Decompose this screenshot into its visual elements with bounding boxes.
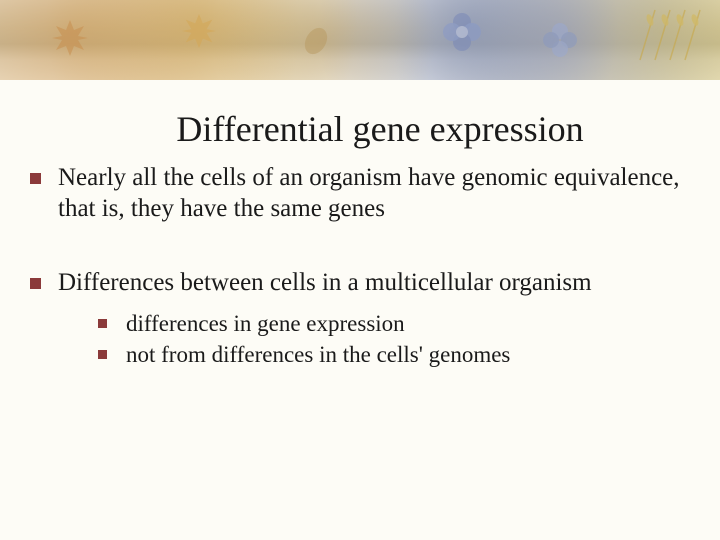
sub-bullet-text: not from differences in the cells' genom… xyxy=(126,342,510,367)
bullet-item: Nearly all the cells of an organism have… xyxy=(30,162,690,225)
bullet-text: Differences between cells in a multicell… xyxy=(58,269,592,296)
flower-icon xyxy=(440,10,485,55)
slide-title: Differential gene expression xyxy=(120,108,640,150)
bullet-list: Nearly all the cells of an organism have… xyxy=(30,162,690,370)
bullet-item: Differences between cells in a multicell… xyxy=(30,267,690,370)
decorative-banner xyxy=(0,0,720,80)
leaf-icon xyxy=(300,25,332,57)
maple-leaf-icon xyxy=(50,18,90,58)
sub-bullet-list: differences in gene expression not from … xyxy=(98,308,690,370)
maple-leaf-icon xyxy=(180,12,218,50)
flower-icon xyxy=(540,20,580,60)
slide-content: Differential gene expression Nearly all … xyxy=(0,80,720,432)
sub-bullet-item: not from differences in the cells' genom… xyxy=(98,339,690,370)
sub-bullet-item: differences in gene expression xyxy=(98,308,690,339)
bullet-text: Nearly all the cells of an organism have… xyxy=(58,164,680,222)
wheat-icon xyxy=(630,5,710,65)
sub-bullet-text: differences in gene expression xyxy=(126,311,405,336)
